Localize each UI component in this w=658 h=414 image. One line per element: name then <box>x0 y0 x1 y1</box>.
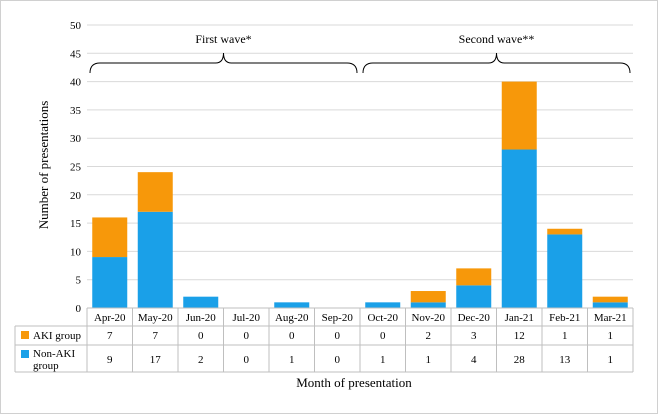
data-label-non-aki: 1 <box>608 354 614 366</box>
gridlines <box>87 24 633 309</box>
bar-non-aki <box>547 234 583 308</box>
y-tick-label: 10 <box>70 246 82 258</box>
wave-bracket <box>362 52 631 74</box>
bar-non-aki <box>137 211 173 308</box>
bar-aki <box>456 268 492 286</box>
bar-aki <box>137 172 173 212</box>
y-tick-label: 35 <box>70 105 82 117</box>
data-label-aki: 0 <box>335 330 341 342</box>
bar-non-aki <box>274 302 310 308</box>
legend-label-aki: AKI group <box>33 330 81 342</box>
bar-aki <box>410 291 446 303</box>
data-label-aki: 3 <box>471 330 477 342</box>
data-label-aki: 1 <box>608 330 614 342</box>
x-tick-label: Dec-20 <box>458 312 491 324</box>
x-tick-label: Feb-21 <box>549 312 580 324</box>
bar-non-aki <box>92 257 128 308</box>
y-tick-label: 30 <box>70 133 82 145</box>
y-tick-label: 50 <box>70 20 82 32</box>
bar-aki <box>501 81 537 150</box>
y-tick-label: 15 <box>70 218 82 230</box>
wave-label: First wave* <box>195 32 251 46</box>
y-tick-label: 0 <box>76 303 82 315</box>
y-tick-labels: 0 5 10 15 20 25 30 35 40 45 50 <box>70 20 82 315</box>
data-label-non-aki: 13 <box>559 354 571 366</box>
x-tick-label: Mar-21 <box>594 312 627 324</box>
wave-bracket <box>89 52 358 74</box>
bar-aki <box>592 296 628 303</box>
data-label-non-aki: 0 <box>335 354 341 366</box>
data-label-aki: 12 <box>514 330 525 342</box>
data-label-aki: 0 <box>244 330 250 342</box>
x-tick-label: Jan-21 <box>505 312 534 324</box>
y-axis-label: Number of presentations <box>36 101 51 230</box>
bars-layer <box>92 81 628 308</box>
data-label-non-aki: 1 <box>380 354 386 366</box>
data-label-aki: 1 <box>562 330 568 342</box>
x-axis-label: Month of presentation <box>296 375 412 390</box>
data-label-non-aki: 2 <box>198 354 204 366</box>
x-tick-label: Jul-20 <box>233 312 261 324</box>
data-label-non-aki: 17 <box>150 354 162 366</box>
x-tick-label: May-20 <box>138 312 173 324</box>
data-label-non-aki: 1 <box>289 354 295 366</box>
data-label-aki: 0 <box>289 330 295 342</box>
bar-non-aki <box>501 149 537 308</box>
x-tick-label: Oct-20 <box>367 312 398 324</box>
legend-key-aki <box>21 331 29 339</box>
wave-label: Second wave** <box>459 32 535 46</box>
data-label-aki: 7 <box>153 330 159 342</box>
y-tick-label: 20 <box>70 190 82 202</box>
x-tick-label: Nov-20 <box>411 312 445 324</box>
data-label-non-aki: 9 <box>107 354 113 366</box>
bar-aki <box>92 217 128 258</box>
data-label-aki: 7 <box>107 330 113 342</box>
x-tick-label: Aug-20 <box>275 312 309 324</box>
bar-non-aki <box>410 302 446 308</box>
x-tick-label: Jun-20 <box>186 312 216 324</box>
data-label-aki: 0 <box>380 330 386 342</box>
bar-non-aki <box>365 302 401 308</box>
y-tick-label: 45 <box>70 48 82 60</box>
legend-label-non-aki: Non-AKI group <box>33 348 75 372</box>
y-tick-label: 5 <box>76 275 82 287</box>
data-label-non-aki: 4 <box>471 354 477 366</box>
wave-annotations: First wave* Second wave** <box>89 32 631 74</box>
bar-aki <box>547 228 583 235</box>
y-tick-label: 40 <box>70 77 82 89</box>
data-label-non-aki: 0 <box>244 354 250 366</box>
data-label-non-aki: 28 <box>514 354 526 366</box>
x-tick-label: Sep-20 <box>322 312 354 324</box>
bar-non-aki <box>183 296 219 308</box>
x-tick-label: Apr-20 <box>94 312 126 324</box>
y-tick-label: 25 <box>70 162 82 174</box>
data-table: Apr-20 May-20 Jun-20 Jul-20 Aug-20 Sep-20 Oct-… <box>14 307 634 373</box>
bar-non-aki <box>456 285 492 308</box>
bar-non-aki <box>592 302 628 308</box>
data-label-non-aki: 1 <box>426 354 432 366</box>
data-label-aki: 2 <box>426 330 432 342</box>
data-label-aki: 0 <box>198 330 204 342</box>
legend-key-non-aki <box>21 350 29 358</box>
